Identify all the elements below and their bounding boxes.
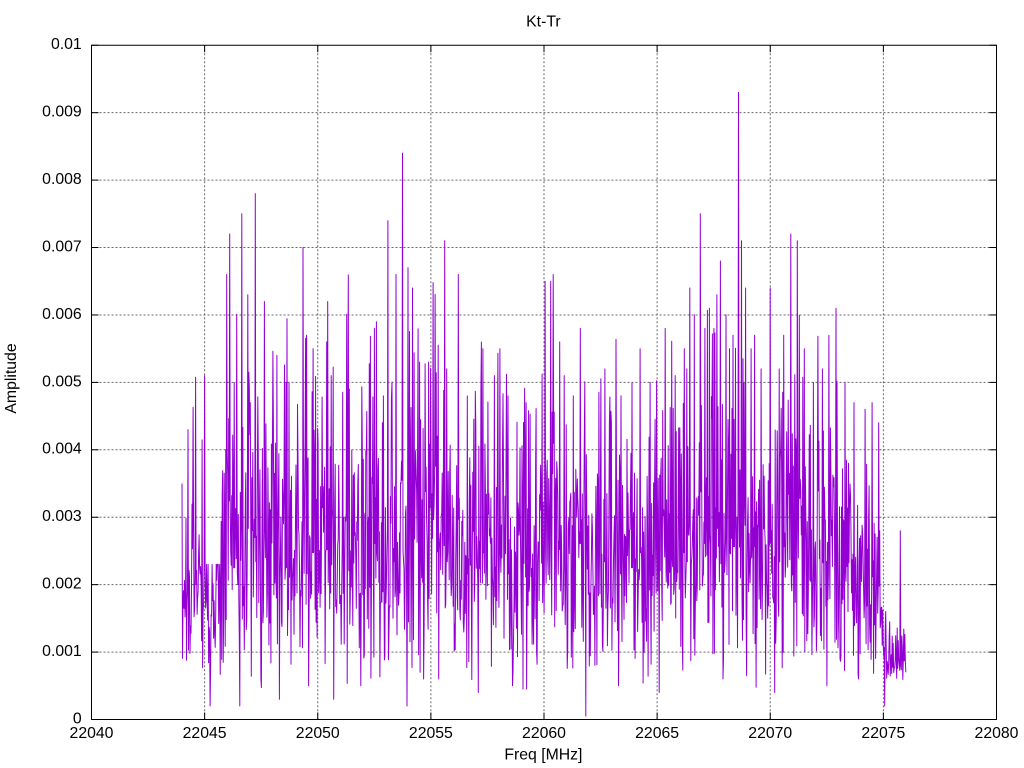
svg-text:22060: 22060 [522,725,566,742]
svg-text:Kt-Tr: Kt-Tr [526,14,561,31]
svg-text:22080: 22080 [975,725,1019,742]
svg-text:22040: 22040 [70,725,114,742]
svg-text:0.001: 0.001 [42,643,82,660]
svg-text:0.006: 0.006 [42,306,82,323]
svg-text:0.008: 0.008 [42,171,82,188]
svg-text:22050: 22050 [296,725,340,742]
svg-text:22045: 22045 [183,725,227,742]
svg-text:0.009: 0.009 [42,104,82,121]
svg-text:Freq [MHz]: Freq [MHz] [504,747,582,764]
svg-text:22055: 22055 [409,725,453,742]
svg-text:0: 0 [73,710,82,727]
svg-text:0.004: 0.004 [42,441,82,458]
svg-text:0.002: 0.002 [42,576,82,593]
svg-text:0.007: 0.007 [42,238,82,255]
svg-text:0.005: 0.005 [42,373,82,390]
svg-text:22065: 22065 [635,725,679,742]
svg-text:0.01: 0.01 [51,36,82,53]
svg-text:Amplitude: Amplitude [3,343,20,413]
svg-text:22070: 22070 [748,725,792,742]
svg-text:22075: 22075 [861,725,905,742]
svg-text:0.003: 0.003 [42,508,82,525]
